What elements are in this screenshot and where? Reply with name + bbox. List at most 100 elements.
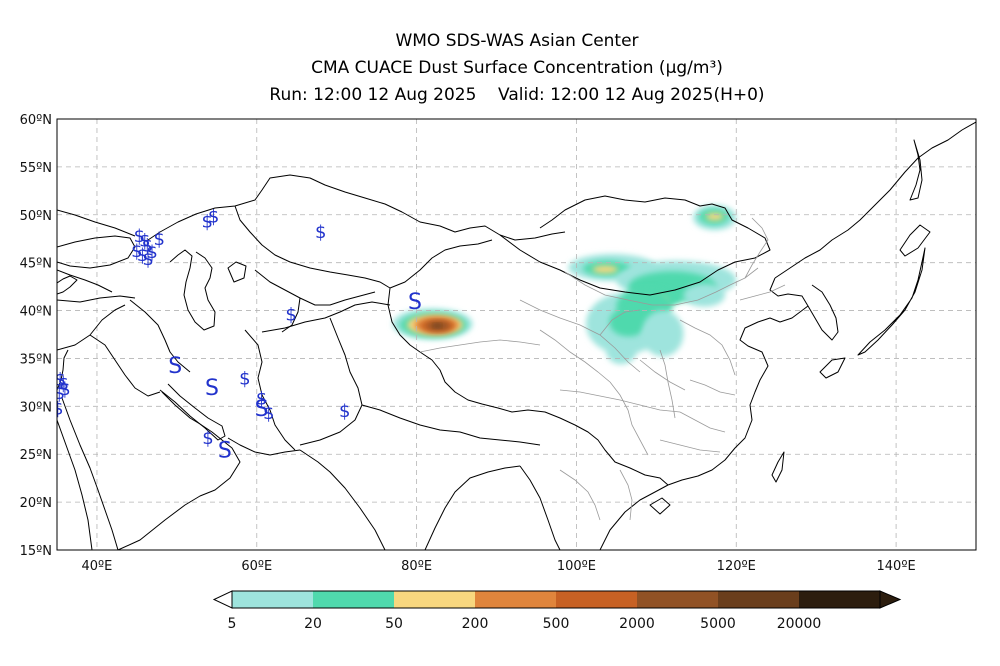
dust-contour-gobi-west-2 [592, 265, 618, 274]
black-sea [57, 235, 136, 269]
latitude-label: 25ºN [20, 448, 52, 463]
latitude-label: 55ºN [20, 161, 52, 176]
colorbar-swatch [313, 591, 394, 608]
sichuan-central-borders [559, 349, 681, 456]
iran-afghanistan-pakistan-borders [129, 299, 391, 451]
colorbar-swatch [799, 591, 880, 608]
hainan [649, 497, 671, 515]
sakhalin [909, 139, 923, 201]
dust-symbol: $ [263, 403, 274, 424]
colorbar-label: 20 [304, 616, 322, 632]
dust-plume-northeast-mongolia [693, 205, 737, 231]
longitude-tick-labels: 40ºE 60ºE 80ºE 100ºE 120ºE 140ºE [82, 559, 916, 574]
latitude-tick-labels: 60ºN 55ºN 50ºN 45ºN 40ºN 35ºN 30ºN 25ºN 20ºN 15ºN [20, 113, 52, 559]
persian-gulf [159, 383, 301, 456]
inner-mongolia-border [564, 267, 759, 306]
dust-contour-loess-5 [683, 283, 726, 307]
dust-symbol: $ [146, 242, 157, 263]
india-north-border [361, 404, 541, 446]
dust-symbol: $ [285, 304, 296, 325]
bay-of-bengal-myanmar [519, 465, 561, 550]
longitude-label: 140ºE [877, 559, 916, 574]
colorbar-high-arrow [879, 590, 902, 609]
sandstorm-symbol: S [205, 376, 219, 401]
japan [819, 224, 931, 379]
colorbar-swatch [718, 591, 799, 608]
dust-symbol: $ [139, 231, 150, 252]
map-title-block: WMO SDS-WAS Asian Center CMA CUACE Dust … [0, 28, 1000, 109]
dust-contour-loess-3 [641, 310, 684, 357]
indochina-coast [599, 484, 669, 550]
title-organization: WMO SDS-WAS Asian Center [395, 31, 639, 51]
korea [807, 284, 839, 341]
longitude-label: 80ºE [401, 559, 432, 574]
colorbar-label: 50 [385, 616, 403, 632]
dust-contour-loess-2 [609, 307, 648, 337]
russian-far-east-coast [774, 121, 976, 279]
sandstorm-symbol: S [168, 354, 182, 379]
dust-plume-tarim [392, 308, 473, 340]
colorbar-swatch [232, 591, 313, 608]
india-coast [299, 449, 521, 550]
dust-symbol: $ [315, 222, 326, 243]
map-frame [56, 118, 977, 551]
dust-symbol: $ [202, 428, 213, 449]
longitude-label: 40ºE [82, 559, 113, 574]
colorbar-label: 500 [543, 616, 570, 632]
sandstorm-symbol: S [255, 397, 269, 422]
colorbar-label: 20000 [777, 616, 822, 632]
caspian-sea [169, 249, 216, 331]
dust-symbol: $ [256, 389, 267, 410]
colorbar: 5 20 50 200 500 2000 5000 20000 [212, 590, 902, 632]
china-coast [667, 277, 809, 486]
dust-symbol: $ [54, 383, 65, 404]
dust-concentration-layer [392, 205, 737, 365]
colorbar-swatch [475, 591, 556, 608]
latitude-label: 45ºN [20, 257, 52, 272]
dust-weather-observations: $$$$$$$$$$$$$$$$$SS $$S$ $$ SS [52, 207, 422, 464]
china-west-border [387, 239, 669, 486]
colorbar-low-arrow [212, 590, 233, 609]
colorbar-swatch [556, 591, 637, 608]
longitude-label: 120ºE [717, 559, 756, 574]
colorbar-swatch [394, 591, 475, 608]
map-plot-area [57, 119, 976, 550]
colorbar-label: 200 [462, 616, 489, 632]
coastlines-and-borders [57, 121, 976, 550]
longitude-label: 100ºE [557, 559, 596, 574]
mongolia-border [499, 195, 771, 296]
colorbar-label: 5 [228, 616, 237, 632]
colorbar-label: 5000 [700, 616, 736, 632]
latitude-label: 40ºN [20, 305, 52, 320]
dust-symbol: $ [54, 370, 65, 391]
colorbar-label: 2000 [619, 616, 655, 632]
latitude-label: 60ºN [20, 113, 52, 128]
sandstorm-symbol: S [408, 290, 422, 315]
dust-symbol: $ [137, 245, 148, 266]
dust-symbol: $ [202, 212, 213, 233]
turkey-iraq-syria-borders [57, 295, 161, 397]
indochina-borders [559, 469, 633, 521]
dust-symbol: $ [154, 229, 165, 250]
aral-sea [227, 261, 247, 283]
europe-russia-borders [57, 209, 136, 293]
mediterranean-coast [57, 275, 78, 391]
latitude-label: 30ºN [20, 400, 52, 415]
red-sea-arabian-peninsula [57, 391, 241, 550]
dust-symbol: $ [142, 249, 153, 270]
graticule [57, 119, 976, 550]
latitude-label: 15ºN [20, 544, 52, 559]
kazakhstan-russia-border [147, 174, 566, 241]
dust-symbol: $ [134, 226, 145, 247]
title-product: CMA CUACE Dust Surface Concentration (μg… [311, 58, 723, 78]
gansu-qinghai-borders [519, 299, 641, 383]
northeast-china-borders [739, 217, 786, 301]
title-run-valid-time: Run: 12:00 12 Aug 2025 Valid: 12:00 12 A… [269, 85, 765, 105]
colorbar-outline [231, 590, 881, 609]
central-asia-borders [234, 205, 391, 333]
dust-symbol: $ [52, 398, 63, 419]
latitude-label: 20ºN [20, 496, 52, 511]
dust-symbol: $ [59, 379, 70, 400]
latitude-label: 50ºN [20, 209, 52, 224]
